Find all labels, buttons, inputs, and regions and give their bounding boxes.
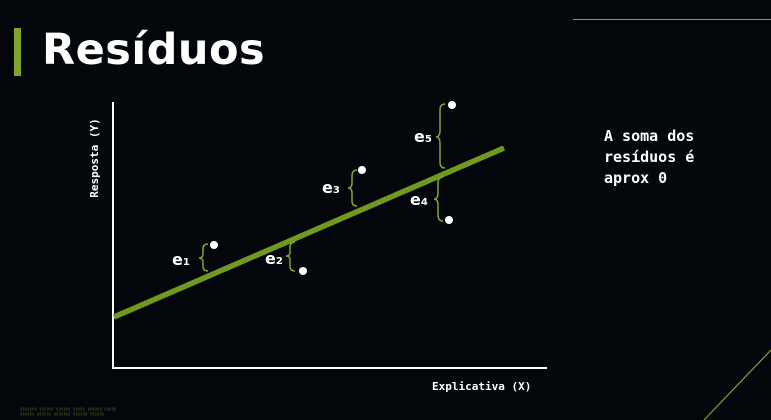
footer-line-1: ▯▯▯▯▯▯▯ ▯▯▯▯▯▯ ▯▯▯▯▯▯ ▯▯▯▯▯ ▯▯▯▯▯▯ ▯▯▯▯▯ — [20, 406, 117, 411]
residual-label-4: e4 — [410, 190, 428, 209]
regression-line — [112, 145, 506, 320]
residual-brace-3 — [347, 169, 358, 207]
footer-line-2: ▯▯▯▯▯▯ ▯▯▯▯▯▯ ▯▯▯▯▯▯▯ ▯▯▯▯▯▯ ▯▯▯▯▯▯ — [20, 411, 105, 416]
data-point-4 — [445, 216, 453, 224]
residual-label-3: e3 — [322, 178, 340, 197]
residual-brace-2 — [285, 241, 296, 272]
residual-brace-4 — [433, 176, 444, 222]
residual-label-5: e5 — [414, 127, 432, 146]
slide-title: Resíduos — [42, 25, 266, 75]
side-note: A soma dos resíduos é aprox 0 — [604, 127, 695, 187]
data-point-3 — [358, 166, 366, 174]
data-point-2 — [299, 267, 307, 275]
decorative-corner-line — [703, 349, 771, 420]
y-axis-label: Resposta (Y) — [88, 118, 101, 197]
decorative-top-line — [573, 19, 771, 20]
footer-fine-print: ▯▯▯▯▯▯▯ ▯▯▯▯▯▯ ▯▯▯▯▯▯ ▯▯▯▯▯ ▯▯▯▯▯▯ ▯▯▯▯▯… — [20, 406, 116, 416]
residual-brace-5 — [435, 103, 446, 169]
title-accent-bar — [14, 28, 21, 76]
residual-label-2: e2 — [265, 249, 283, 268]
residual-label-1: e1 — [172, 250, 190, 269]
data-point-5 — [448, 101, 456, 109]
x-axis-label: Explicativa (X) — [432, 380, 531, 393]
residual-brace-1 — [198, 243, 209, 272]
data-point-1 — [210, 241, 218, 249]
